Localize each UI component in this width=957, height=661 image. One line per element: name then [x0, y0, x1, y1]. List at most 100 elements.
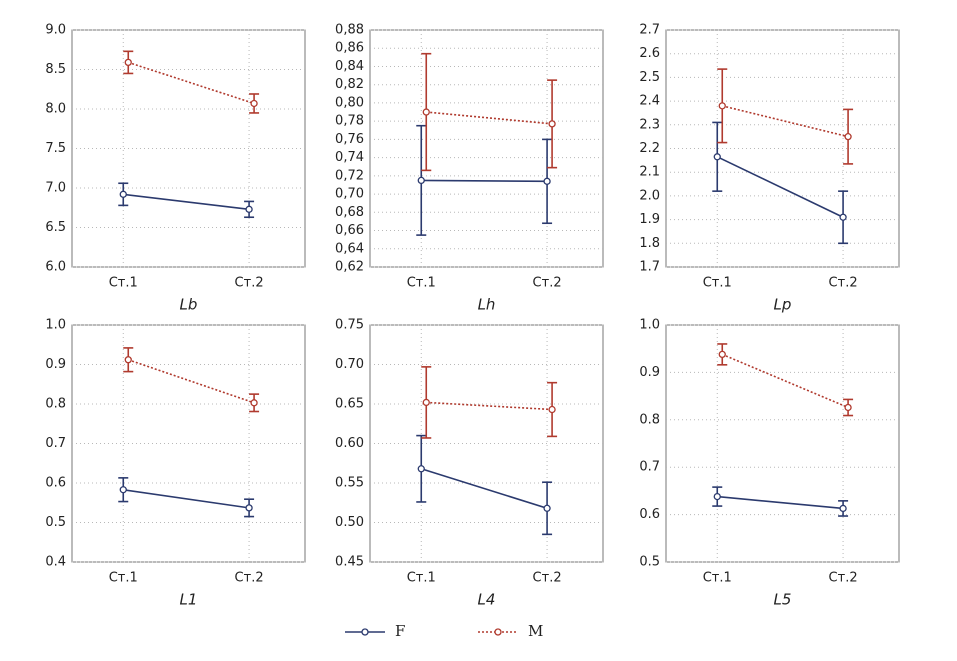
legend-label: F — [395, 622, 405, 640]
x-axis-label: Lb — [180, 296, 198, 314]
y-tick-label: 2.6 — [639, 46, 660, 61]
point — [543, 504, 551, 512]
series-line — [123, 488, 250, 509]
y-tick-label: 0.6 — [45, 476, 66, 491]
x-tick-label: Ст.2 — [235, 571, 264, 586]
y-tick-label: 0.75 — [335, 318, 364, 333]
y-tick-label: 8.0 — [45, 102, 66, 117]
y-tick-label: 7.0 — [45, 181, 66, 196]
y-tick-label: 0,64 — [335, 241, 364, 256]
point — [417, 465, 425, 473]
y-tick-label: 2.3 — [639, 117, 660, 132]
y-tick-label: 8.5 — [45, 62, 66, 77]
y-tick-label: 0.50 — [335, 515, 364, 530]
y-tick-label: 0,62 — [335, 260, 364, 275]
y-tick-label: 2.0 — [639, 188, 660, 203]
y-tick-label: 1.7 — [639, 260, 660, 275]
y-tick-label: 0.7 — [639, 460, 660, 475]
point — [844, 132, 852, 141]
x-tick-label: Ст.1 — [109, 276, 138, 291]
x-axis-label: L4 — [478, 591, 496, 609]
y-tick-label: 1.0 — [639, 318, 660, 333]
x-tick-label: Ст.1 — [703, 276, 732, 291]
y-tick-label: 0,74 — [335, 150, 364, 165]
y-tick-label: 0,82 — [335, 77, 364, 92]
y-tick-label: 0,76 — [335, 132, 364, 147]
y-tick-label: 0.70 — [335, 357, 364, 372]
y-tick-label: 0.45 — [335, 555, 364, 570]
y-tick-label: 0,84 — [335, 59, 364, 74]
x-axis-label: Lh — [478, 296, 496, 314]
y-tick-label: 2.4 — [639, 94, 660, 109]
point — [417, 176, 425, 185]
y-tick-label: 1.9 — [639, 212, 660, 227]
point — [718, 102, 726, 110]
point — [548, 405, 556, 414]
point — [839, 504, 847, 513]
x-tick-label: Ст.2 — [533, 571, 562, 586]
x-tick-label: Ст.2 — [829, 276, 858, 291]
series-line — [722, 105, 849, 138]
y-tick-label: 0.55 — [335, 476, 364, 491]
x-tick-label: Ст.2 — [829, 571, 858, 586]
x-tick-label: Ст.1 — [407, 571, 436, 586]
point — [124, 58, 132, 67]
y-tick-label: 2.7 — [639, 23, 660, 38]
x-tick-label: Ст.1 — [703, 571, 732, 586]
y-tick-label: 0,88 — [335, 23, 364, 38]
point — [713, 492, 721, 501]
y-tick-label: 0.9 — [639, 365, 660, 380]
series-line — [721, 353, 849, 409]
point — [839, 213, 847, 221]
point — [250, 399, 258, 407]
y-tick-label: 0.4 — [45, 555, 66, 570]
y-tick-label: 0,86 — [335, 41, 364, 56]
point — [422, 108, 430, 116]
y-tick-label: 0.7 — [45, 436, 66, 451]
y-tick-label: 1.8 — [639, 236, 660, 251]
x-tick-label: Ст.1 — [407, 276, 436, 291]
series-line — [717, 495, 844, 510]
point — [245, 205, 253, 213]
x-axis-label: L1 — [180, 591, 198, 609]
point — [124, 356, 132, 364]
series-line — [421, 468, 548, 510]
plot-area — [665, 324, 900, 563]
legend-label: M — [528, 622, 543, 640]
y-tick-label: 0.65 — [335, 397, 364, 412]
y-tick-label: 0.5 — [45, 515, 66, 530]
x-tick-label: Ст.2 — [533, 276, 562, 291]
point — [245, 504, 253, 512]
point — [543, 177, 551, 185]
plot-area — [369, 29, 604, 268]
point — [250, 99, 258, 108]
legend-marker — [361, 628, 369, 636]
y-tick-label: 0.60 — [335, 436, 364, 451]
y-tick-label: 0.8 — [45, 397, 66, 412]
y-tick-label: 0,80 — [335, 95, 364, 110]
y-tick-label: 0.6 — [639, 507, 660, 522]
series-line — [426, 111, 553, 125]
y-tick-label: 0,68 — [335, 205, 364, 220]
y-tick-label: 0.8 — [639, 412, 660, 427]
y-tick-label: 2.2 — [639, 141, 660, 156]
y-tick-label: 1.0 — [45, 318, 66, 333]
x-axis-label: L5 — [774, 591, 792, 609]
y-tick-label: 9.0 — [45, 23, 66, 38]
x-axis-label: Lp — [774, 296, 792, 314]
point — [718, 350, 726, 359]
y-tick-label: 6.5 — [45, 220, 66, 235]
point — [713, 153, 721, 161]
point — [548, 120, 556, 128]
series-line — [123, 193, 250, 211]
y-tick-label: 6.0 — [45, 260, 66, 275]
y-tick-label: 0,72 — [335, 168, 364, 183]
series-line — [421, 179, 548, 183]
point — [119, 190, 127, 198]
x-tick-label: Ст.2 — [235, 276, 264, 291]
point — [422, 398, 430, 407]
legend-marker — [494, 628, 502, 636]
x-tick-label: Ст.1 — [109, 571, 138, 586]
y-tick-label: 0,66 — [335, 223, 364, 238]
